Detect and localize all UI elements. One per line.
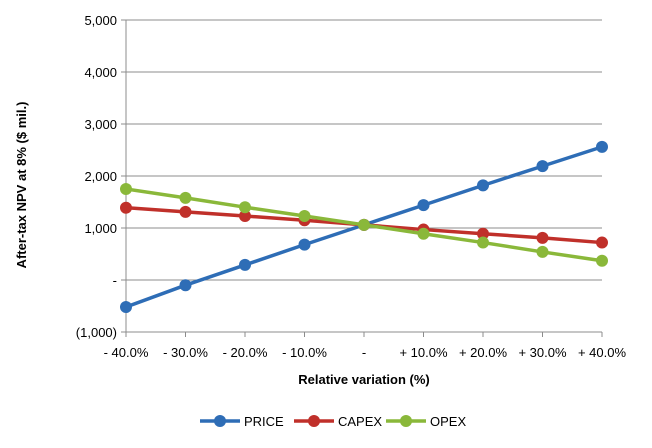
data-point-opex xyxy=(596,254,608,267)
x-tick-label: - 10.0% xyxy=(282,345,327,360)
data-point-capex xyxy=(536,231,549,244)
data-point-capex xyxy=(596,236,608,249)
gridlines xyxy=(126,19,602,333)
data-point-price xyxy=(298,238,311,251)
data-point-capex xyxy=(477,227,489,240)
data-point-opex xyxy=(239,201,251,214)
legend-label-opex: OPEX xyxy=(430,414,466,429)
y-tick-label: 3,000 xyxy=(84,117,117,132)
x-tick-label: - 20.0% xyxy=(223,345,268,360)
y-tick-labels: (1,000) - 1,000 2,000 3,000 4,000 5,000 xyxy=(76,13,117,340)
x-tick-label: + 40.0% xyxy=(578,345,627,360)
y-tick-label: 5,000 xyxy=(84,13,117,28)
x-tick-label: - xyxy=(362,345,366,360)
data-point-price xyxy=(417,199,430,212)
x-tick-label: - 30.0% xyxy=(163,345,208,360)
y-tick-label: 4,000 xyxy=(84,65,117,80)
x-tick-labels: - 40.0% - 30.0% - 20.0% - 10.0% - + 10.0% + 20… xyxy=(104,345,627,360)
data-point-opex xyxy=(179,191,192,204)
x-tick-label: - 40.0% xyxy=(104,345,149,360)
data-point-price xyxy=(477,179,489,192)
data-point-capex xyxy=(239,210,251,223)
data-point-price xyxy=(120,301,132,314)
legend-marker-opex xyxy=(400,415,412,427)
legend-marker-capex xyxy=(308,415,320,427)
x-tick-label: + 20.0% xyxy=(459,345,508,360)
x-tick-label: + 30.0% xyxy=(518,345,567,360)
y-tick-label: - xyxy=(113,273,117,288)
legend-label-capex: CAPEX xyxy=(338,414,382,429)
data-point-opex xyxy=(417,227,430,240)
data-point-price xyxy=(596,140,608,153)
data-point-opex xyxy=(536,245,549,258)
data-point-opex xyxy=(358,218,370,231)
x-tick-label: + 10.0% xyxy=(399,345,448,360)
series-lines xyxy=(120,140,608,314)
axes xyxy=(121,19,603,337)
data-point-capex xyxy=(120,201,132,214)
data-point-opex xyxy=(120,183,132,195)
legend-marker-price xyxy=(214,415,226,427)
x-axis-title: Relative variation (%) xyxy=(298,372,430,387)
series-opex xyxy=(120,183,608,267)
y-tick-label: 1,000 xyxy=(84,221,117,236)
y-tick-label: 2,000 xyxy=(84,169,117,184)
y-axis-title: After-tax NPV at 8% ($ mil.) xyxy=(14,102,29,269)
y-tick-label: (1,000) xyxy=(76,325,117,340)
data-point-opex xyxy=(477,236,489,249)
data-point-price xyxy=(179,279,192,292)
data-point-opex xyxy=(298,210,311,223)
legend-label-price: PRICE xyxy=(244,414,284,429)
data-point-price xyxy=(536,160,549,173)
legend: PRICE CAPEX OPEX xyxy=(200,414,466,429)
data-point-price xyxy=(239,258,251,271)
data-point-capex xyxy=(179,205,192,218)
